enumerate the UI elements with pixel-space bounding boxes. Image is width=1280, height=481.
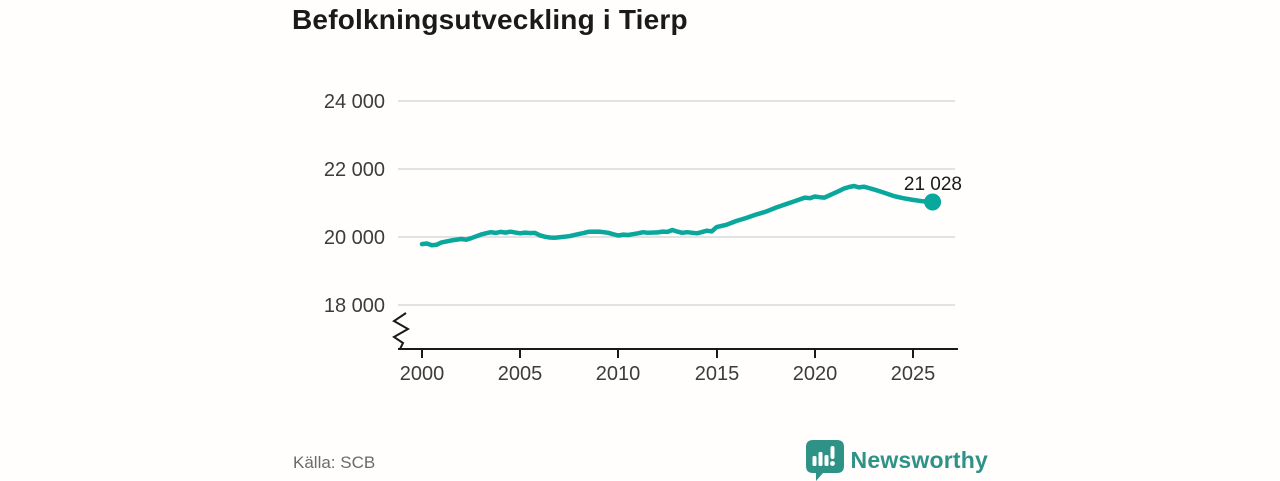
x-tick-label-2000: 2000 xyxy=(400,363,445,385)
newsworthy-speech-bubble-bar-chart-icon xyxy=(805,440,844,481)
y-tick-label-22000: 22 000 xyxy=(324,159,385,181)
y-axis-labels: 24 000 22 000 20 000 18 000 xyxy=(324,91,385,317)
chart-title: Befolkningsutveckling i Tierp xyxy=(292,4,688,35)
latest-value-dot xyxy=(924,193,942,211)
x-tick-label-2020: 2020 xyxy=(793,363,838,385)
x-axis-ticks xyxy=(421,349,914,358)
y-tick-label-18000: 18 000 xyxy=(324,295,385,317)
y-tick-label-20000: 20 000 xyxy=(324,227,385,249)
x-tick-label-2025: 2025 xyxy=(891,363,936,385)
y-gridlines xyxy=(398,100,955,306)
y-axis-break-icon xyxy=(392,312,411,350)
x-tick-label-2005: 2005 xyxy=(498,363,543,385)
source-note: Källa: SCB xyxy=(293,453,376,472)
newsworthy-logo[interactable]: Newsworthy xyxy=(805,440,988,481)
x-tick-label-2010: 2010 xyxy=(596,363,641,385)
y-tick-label-24000: 24 000 xyxy=(324,91,385,113)
population-series-line xyxy=(419,183,935,248)
brand-name: Newsworthy xyxy=(850,447,988,473)
latest-value-label: 21 028 xyxy=(904,174,962,195)
x-tick-label-2015: 2015 xyxy=(695,363,740,385)
x-axis-labels: 2000 2005 2010 2015 2020 2025 xyxy=(400,363,936,385)
